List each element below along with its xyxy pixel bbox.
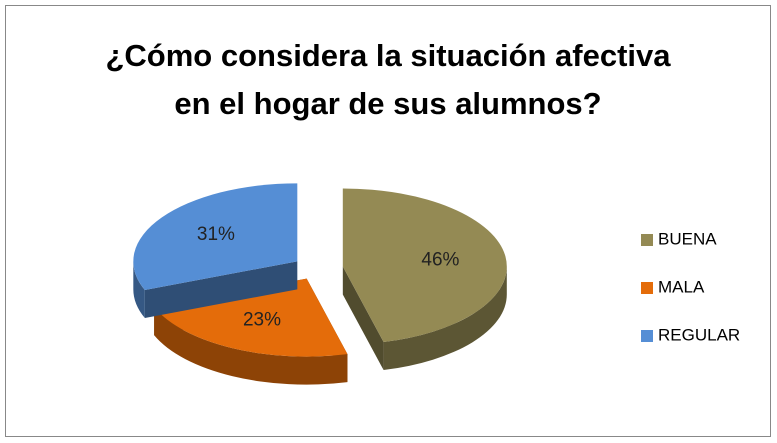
slice [133,183,298,291]
chart-title: ¿Cómo considera la situación afectiva [105,38,671,73]
legend-label: BUENA [658,229,717,248]
legend-swatch [641,234,653,246]
slice-side [154,307,348,385]
value-label: 23% [243,309,281,330]
value-label: 46% [421,250,459,271]
slice-side [144,261,298,319]
legend-swatch [641,282,653,294]
slice [154,278,348,357]
slice [342,188,507,343]
chart-title: en el hogar de sus alumnos? [174,86,601,121]
value-label: 31% [197,224,235,245]
slice-side [342,266,384,371]
slice-side [133,261,145,319]
legend-swatch [641,330,653,342]
legend-label: MALA [658,277,705,296]
slice-side [383,266,507,371]
legend-label: REGULAR [658,325,740,344]
